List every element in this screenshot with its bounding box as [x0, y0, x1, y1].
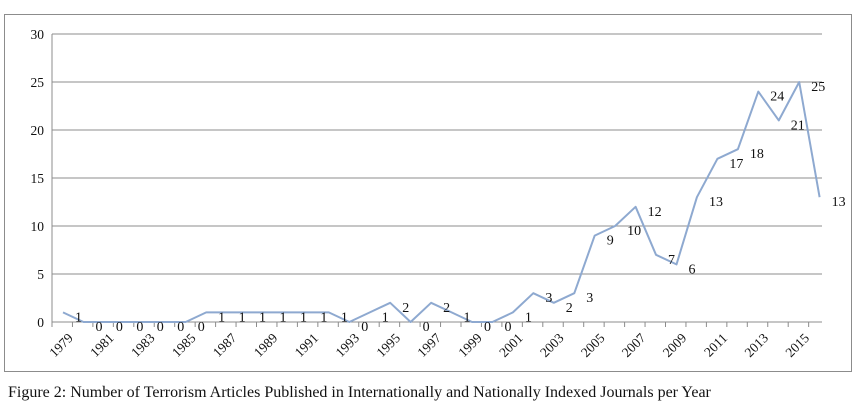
chart-frame [4, 14, 852, 372]
x-tick-label: 1995 [373, 330, 403, 360]
data-label: 2 [566, 301, 573, 316]
data-label: 24 [770, 90, 784, 105]
data-label: 0 [198, 320, 205, 335]
y-tick-label: 5 [37, 267, 44, 282]
data-label: 0 [116, 320, 123, 335]
data-label: 1 [280, 310, 287, 325]
data-label: 6 [689, 262, 696, 277]
data-label: 1 [464, 310, 471, 325]
y-tick-label: 0 [37, 315, 44, 330]
series-line-path [62, 81, 821, 323]
figure-caption: Figure 2: Number of Terrorism Articles P… [8, 384, 711, 401]
data-label: 13 [709, 195, 723, 210]
y-tick-label: 20 [31, 123, 45, 138]
y-tick-label: 25 [31, 75, 45, 90]
gridlines [52, 33, 822, 275]
data-label: 0 [157, 320, 164, 335]
data-label: 1 [525, 310, 532, 325]
data-label: 7 [668, 253, 675, 268]
data-label: 1 [239, 310, 246, 325]
y-tick-label: 30 [31, 27, 45, 42]
data-label: 2 [402, 301, 409, 316]
data-label: 17 [729, 157, 743, 172]
x-tick-label: 2007 [619, 330, 649, 360]
x-tick-label: 1999 [455, 330, 485, 360]
data-label: 1 [75, 310, 82, 325]
data-label: 25 [811, 80, 825, 95]
series-line [62, 81, 821, 323]
data-label: 12 [648, 205, 662, 220]
data-label: 1 [320, 310, 327, 325]
data-label: 1 [259, 310, 266, 325]
data-label: 21 [791, 118, 805, 133]
data-label: 0 [423, 320, 430, 335]
data-label: 0 [504, 320, 511, 335]
y-tick-labels: 0 5 10 15 20 25 30 [31, 27, 45, 330]
data-label: 1 [382, 310, 389, 325]
data-label: 0 [95, 320, 102, 335]
x-tick-label: 1993 [333, 330, 363, 360]
y-tick-label: 15 [31, 171, 45, 186]
data-label: 1 [300, 310, 307, 325]
data-label: 10 [627, 224, 641, 239]
x-tick-label: 2005 [578, 330, 608, 360]
data-label: 2 [443, 301, 450, 316]
x-tick-label: 2015 [782, 330, 812, 360]
x-tick-label: 2003 [537, 330, 567, 360]
data-label: 3 [586, 291, 593, 306]
x-tick-label: 2013 [742, 330, 772, 360]
x-tick-label: 2009 [660, 330, 690, 360]
x-tick-label: 2011 [701, 330, 730, 359]
x-tick-label: 1987 [210, 330, 240, 360]
data-label: 9 [607, 234, 614, 249]
data-label: 18 [750, 147, 764, 162]
x-tick-label: 1979 [46, 330, 76, 360]
y-tick-label: 10 [31, 219, 45, 234]
data-label: 0 [484, 320, 491, 335]
data-label: 13 [832, 195, 846, 210]
data-label: 0 [361, 320, 368, 335]
data-label: 0 [177, 320, 184, 335]
data-label: 1 [218, 310, 225, 325]
data-label: 0 [136, 320, 143, 335]
data-label: 1 [341, 310, 348, 325]
x-tick-label: 1991 [292, 330, 322, 360]
data-label: 3 [545, 291, 552, 306]
x-tick-label: 1989 [251, 330, 281, 360]
